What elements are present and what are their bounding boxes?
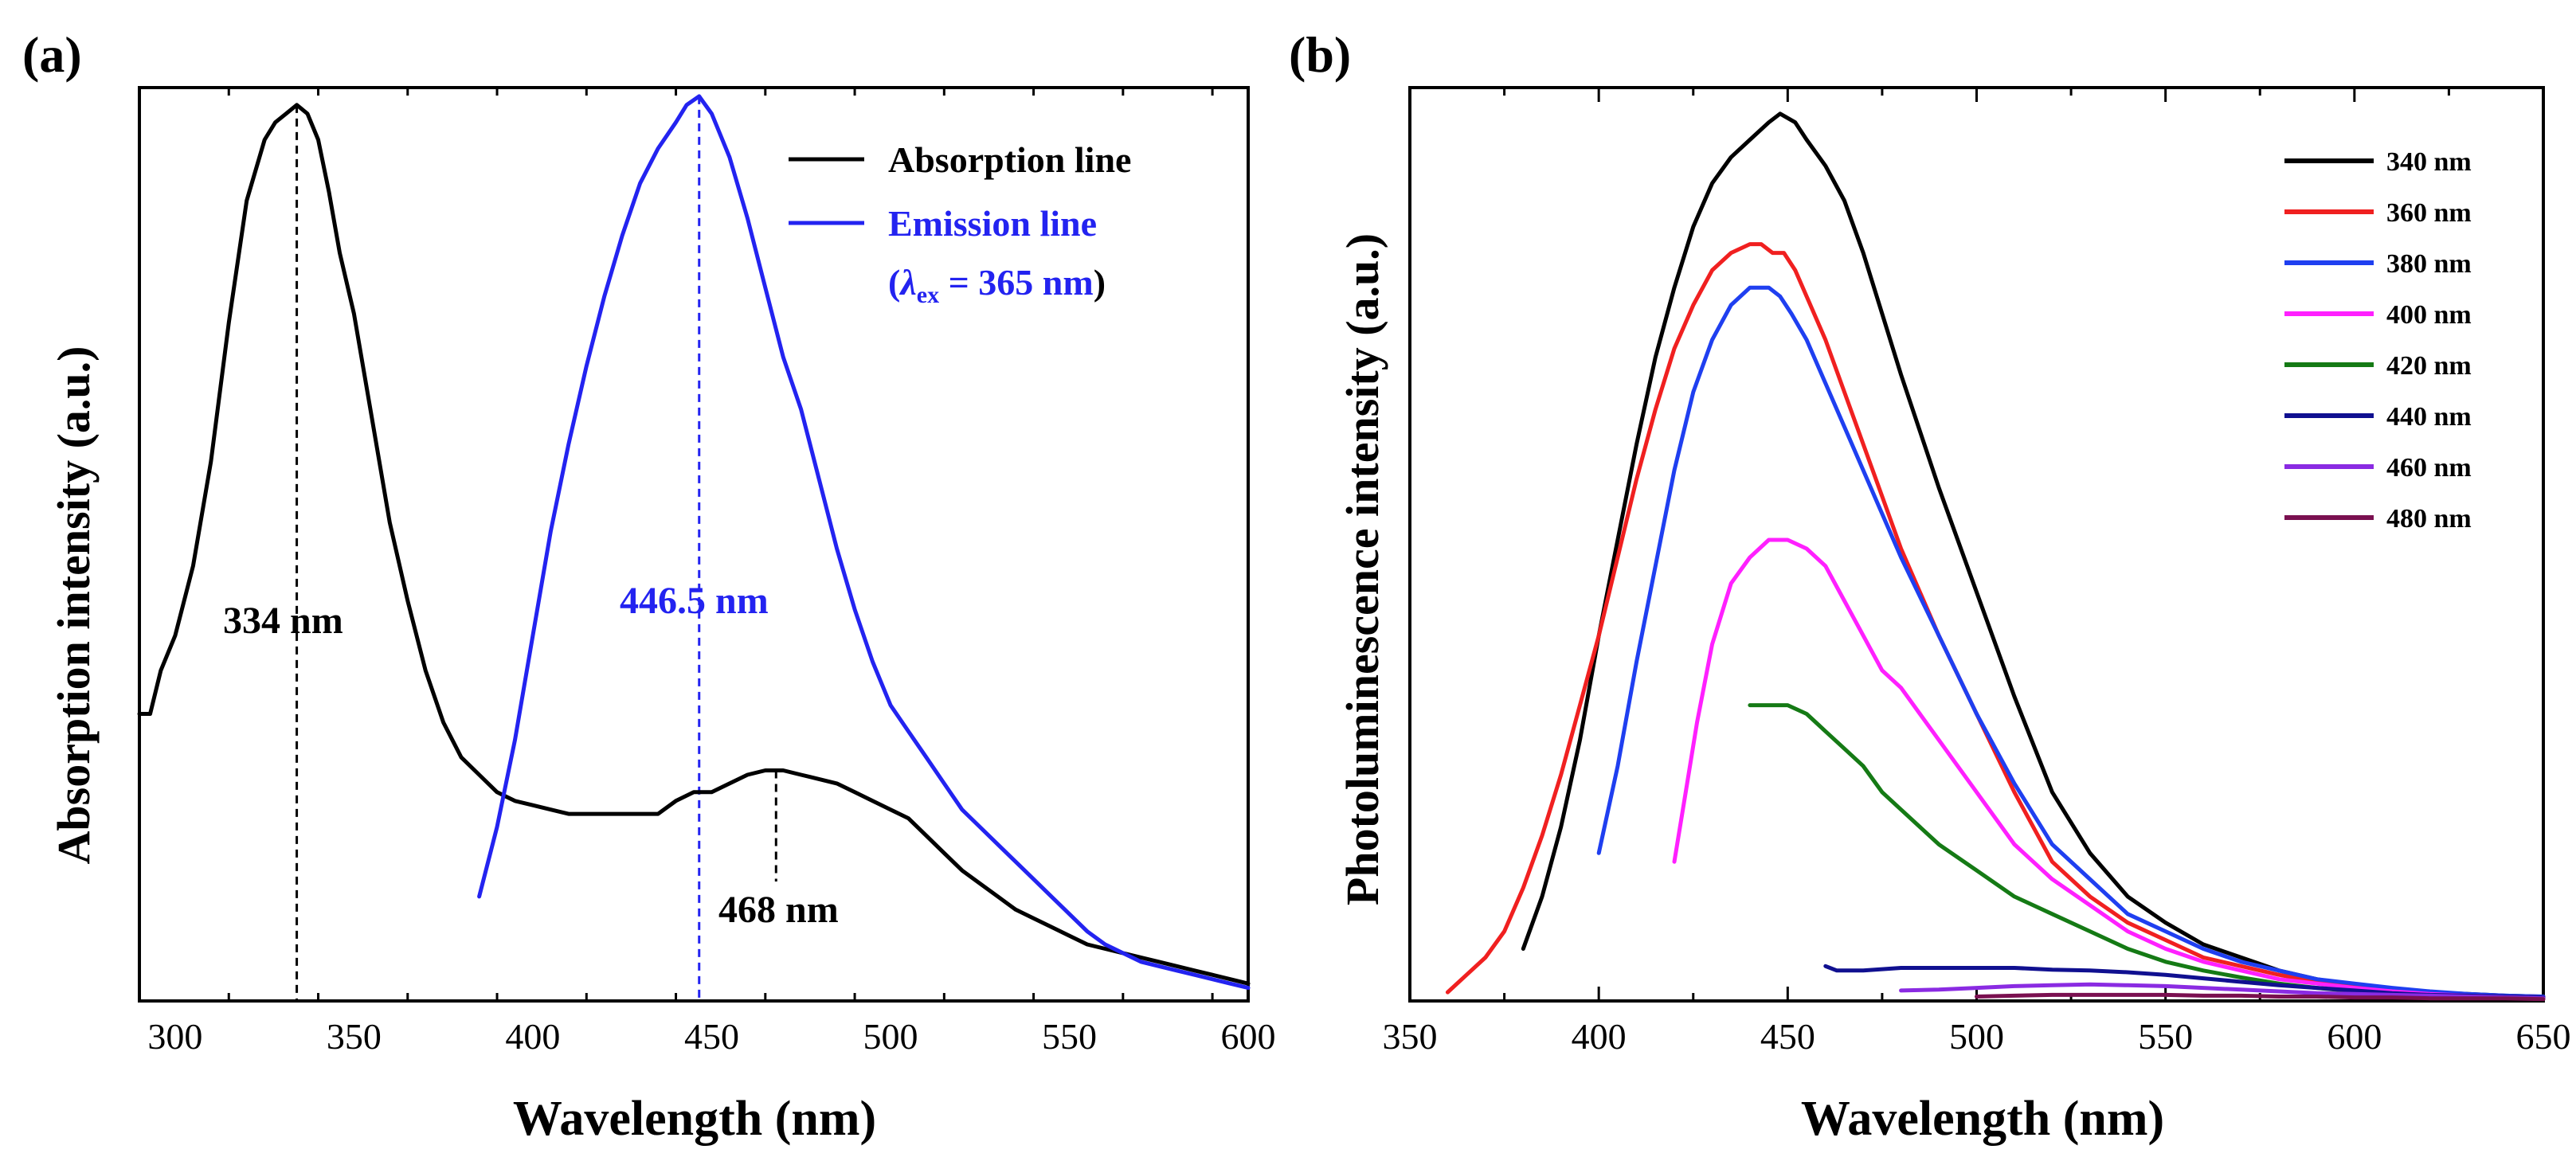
legend-lambda-symbol: λ <box>898 262 916 303</box>
panel-a-legend: Absorption line Emission line (λex = 365… <box>789 139 1131 308</box>
panel-b-series <box>1445 111 2546 1002</box>
series-line-460-nm <box>1899 982 2546 1001</box>
x-tick-label: 300 <box>147 1016 202 1057</box>
panel-a-label: (a) <box>22 26 82 83</box>
x-tick-label: 450 <box>684 1016 739 1057</box>
panel-b-xlabel: Wavelength (nm) <box>1801 1092 2164 1146</box>
x-tick-label: 400 <box>1572 1016 1627 1057</box>
legend-label: 460 nm <box>2386 453 2472 483</box>
series-line-absorption-line <box>137 103 1251 986</box>
panel-b-ticks <box>1408 88 2545 1001</box>
series-line-420-nm <box>1748 703 2546 1001</box>
x-tick-label: 600 <box>2327 1016 2382 1057</box>
x-tick-label: 400 <box>505 1016 560 1057</box>
panel-b-label: (b) <box>1289 26 1351 83</box>
legend-lambda-label: (λex = 365 nm) <box>888 262 1106 308</box>
legend-label: 420 nm <box>2386 351 2472 381</box>
panel-b-ylabel: Photoluminescence intensity (a.u.) <box>1337 233 1388 905</box>
panel-b-frame <box>1408 86 2545 1003</box>
legend-lambda-open: ( <box>888 262 900 303</box>
legend-label: 380 nm <box>2386 249 2472 279</box>
legend-absorption-label: Absorption line <box>888 139 1131 180</box>
x-tick-label: 550 <box>1042 1016 1097 1057</box>
x-tick-label: 350 <box>1383 1016 1438 1057</box>
legend-label: 440 nm <box>2386 402 2472 432</box>
panel-a-xlabel: Wavelength (nm) <box>513 1092 876 1146</box>
legend-label: 480 nm <box>2386 504 2472 534</box>
panel-b: (b) Photoluminescence intensity (a.u.) W… <box>1289 26 2571 1146</box>
legend-emission-label: Emission line <box>888 203 1097 244</box>
x-tick-label: 500 <box>1949 1016 2004 1057</box>
panel-a-ylabel: Absorption intensity (a.u.) <box>48 346 100 865</box>
panel-a-guides <box>296 96 777 1001</box>
series-line-480-nm <box>1975 992 2546 1002</box>
series-line-380-nm <box>1596 285 2546 999</box>
annotation-446-5nm: 446.5 nm <box>620 580 769 622</box>
series-line-360-nm <box>1445 242 2546 1000</box>
series-line-emission-line <box>477 94 1251 991</box>
legend-label: 400 nm <box>2386 300 2472 330</box>
legend-lambda-close: ) <box>1094 262 1106 303</box>
legend-lambda-rest: = 365 nm <box>939 262 1094 303</box>
x-tick-label: 450 <box>1760 1016 1815 1057</box>
series-line-400-nm <box>1672 538 2546 1000</box>
panel-a-series <box>137 94 1251 991</box>
legend-lambda-sub: ex <box>917 282 939 308</box>
x-tick-label: 550 <box>2138 1016 2193 1057</box>
panel-b-legend: 340 nm 360 nm 380 nm 400 nm 420 nm 440 nm 460 … <box>2284 147 2472 534</box>
panel-a-frame <box>138 86 1250 1003</box>
panel-a-ticks <box>138 88 1214 1001</box>
panel-a: (a) Absorption intensity (a.u.) Waveleng… <box>22 26 1276 1146</box>
x-tick-label: 650 <box>2516 1016 2571 1057</box>
x-tick-label: 500 <box>863 1016 918 1057</box>
annotation-468nm: 468 nm <box>718 889 839 931</box>
legend-label: 340 nm <box>2386 147 2472 177</box>
panel-b-tick-labels: 350 400 450 500 550 600 650 <box>1383 1016 2571 1057</box>
legend-label: 360 nm <box>2386 198 2472 228</box>
panel-a-tick-labels: 300 350 400 450 500 550 600 <box>147 1016 1275 1057</box>
x-tick-label: 600 <box>1221 1016 1276 1057</box>
annotation-334nm: 334 nm <box>223 600 343 642</box>
x-tick-label: 350 <box>327 1016 382 1057</box>
